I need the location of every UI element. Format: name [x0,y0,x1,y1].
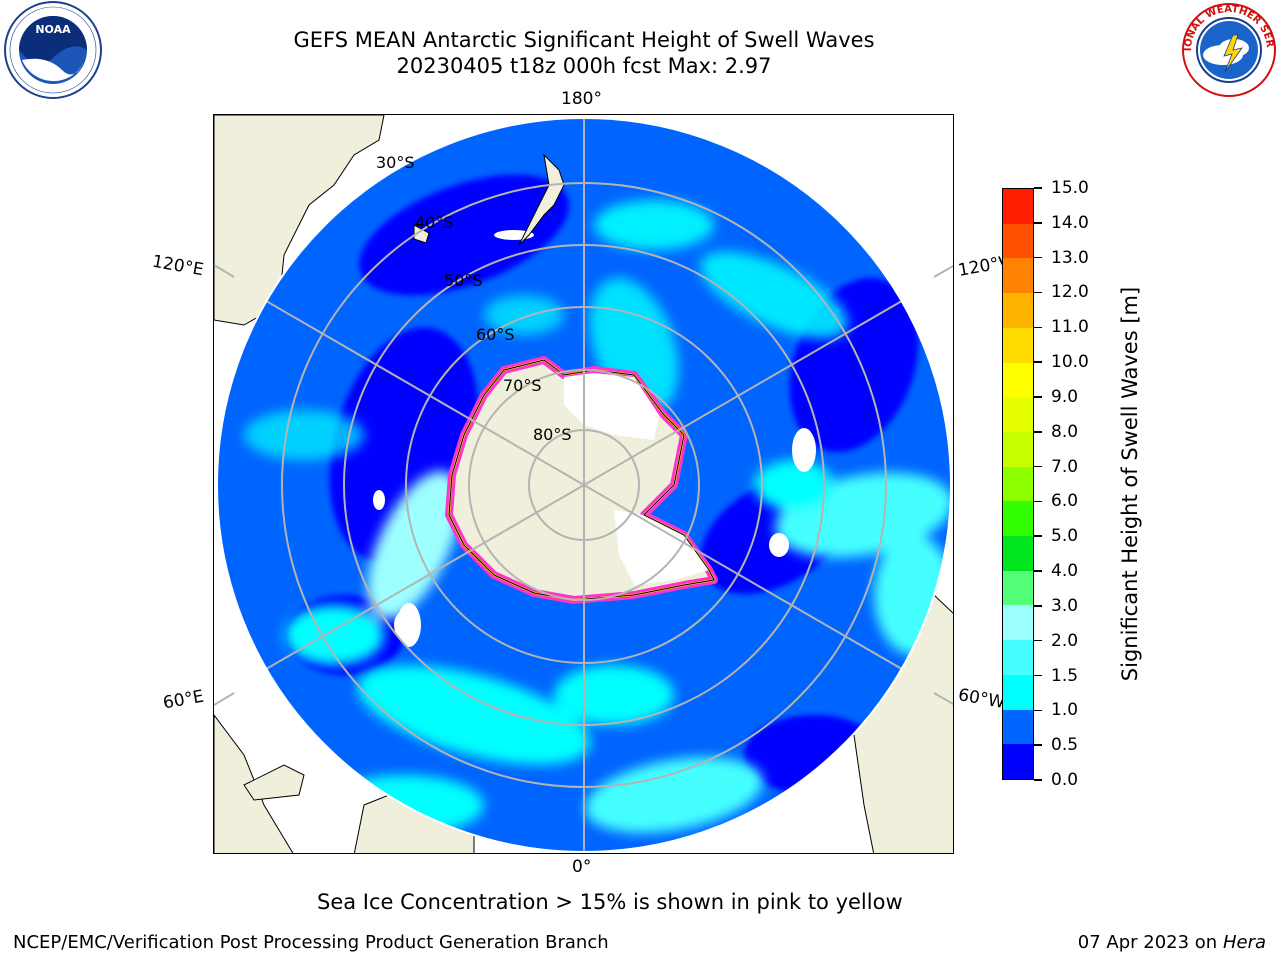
colorbar-tick [1034,187,1042,189]
lon-label-0: 0° [572,857,592,877]
colorbar-tick-label: 2.0 [1051,630,1079,651]
colorbar-segment [1003,293,1033,328]
colorbar-tick-label: 11.0 [1051,317,1089,338]
colorbar-tick-label: 0.0 [1051,770,1079,790]
lat-label-80s: 80°S [533,425,572,444]
chart-title: GEFS MEAN Antarctic Significant Height o… [293,28,875,52]
colorbar-tick [1034,396,1042,398]
colorbar-tick [1034,291,1042,294]
footer-date-text: 07 Apr 2023 on [1077,932,1223,953]
colorbar-tick [1034,639,1042,642]
colorbar-segment [1003,536,1033,571]
colorbar-segment [1003,189,1033,224]
colorbar-tick-label: 15.0 [1051,178,1089,198]
colorbar [1002,188,1034,780]
colorbar-tick-label: 0.5 [1051,735,1079,756]
colorbar-tick [1034,535,1042,537]
colorbar-tick-label: 14.0 [1051,212,1089,233]
colorbar-segment [1003,744,1033,779]
colorbar-tick [1034,605,1042,607]
colorbar-tick-label: 12.0 [1051,282,1089,303]
colorbar-tick-label: 3.0 [1051,595,1079,616]
colorbar-tick-label: 1.5 [1051,665,1079,686]
colorbar-tick [1034,326,1042,329]
colorbar-tick [1034,465,1042,468]
sea-ice-note: Sea Ice Concentration > 15% is shown in … [317,890,903,914]
antarctica [445,356,718,604]
colorbar-tick-label: 7.0 [1051,456,1079,477]
lon-label-60e: 60°E [161,686,206,714]
colorbar-segment [1003,258,1033,294]
colorbar-segment [1003,640,1033,675]
chart-subtitle: 20230405 t18z 000h fcst Max: 2.97 [396,54,772,78]
colorbar-tick [1034,222,1042,224]
lat-label-70s: 70°S [503,376,542,395]
colorbar-tick-label: 13.0 [1051,247,1089,268]
lon-label-120e: 120°E [150,251,206,281]
colorbar-tick [1034,744,1042,746]
footer-branch: NCEP/EMC/Verification Post Processing Pr… [13,932,609,953]
colorbar-tick-label: 10.0 [1051,352,1089,373]
colorbar-tick-label: 4.0 [1051,561,1079,582]
colorbar-tick [1034,779,1042,781]
footer-machine: Hera [1222,932,1266,953]
colorbar-tick-label: 5.0 [1051,526,1079,547]
colorbar-segment [1003,570,1033,606]
lon-label-180: 180° [561,89,602,109]
colorbar-segment [1003,327,1033,363]
colorbar-tick [1034,361,1042,363]
colorbar-tick [1034,674,1042,677]
noaa-logo: NOAA [4,1,102,99]
colorbar-label: Significant Height of Swell Waves [m] [1118,286,1142,682]
colorbar-tick-label: 1.0 [1051,700,1079,721]
lat-label-40s: 40°S [415,213,454,232]
nws-logo: NATIONAL WEATHER SERVICE [1178,0,1276,97]
polar-map [213,114,954,854]
colorbar-tick [1034,500,1042,503]
colorbar-segment [1003,466,1033,502]
colorbar-tick [1034,570,1042,572]
colorbar-segment [1003,674,1033,710]
colorbar-tick [1034,256,1042,259]
colorbar-segment [1003,397,1033,432]
lon-label-60w: 60°W [956,685,1007,713]
colorbar-tick [1034,431,1042,433]
colorbar-segment [1003,362,1033,398]
colorbar-tick-label: 9.0 [1051,386,1079,407]
lat-label-60s: 60°S [476,325,515,344]
lat-label-50s: 50°S [444,271,483,290]
colorbar-tick [1034,709,1042,712]
colorbar-segment [1003,605,1033,641]
colorbar-tick-label: 6.0 [1051,491,1079,512]
colorbar-segment [1003,709,1033,745]
colorbar-tick-label: 8.0 [1051,421,1079,442]
footer-date: 07 Apr 2023 on Hera [1078,932,1266,953]
graticule [217,118,951,852]
colorbar-segment [1003,223,1033,259]
lat-label-30s: 30°S [376,153,415,172]
colorbar-segment [1003,501,1033,537]
svg-text:NOAA: NOAA [35,23,71,36]
colorbar-segment [1003,431,1033,467]
